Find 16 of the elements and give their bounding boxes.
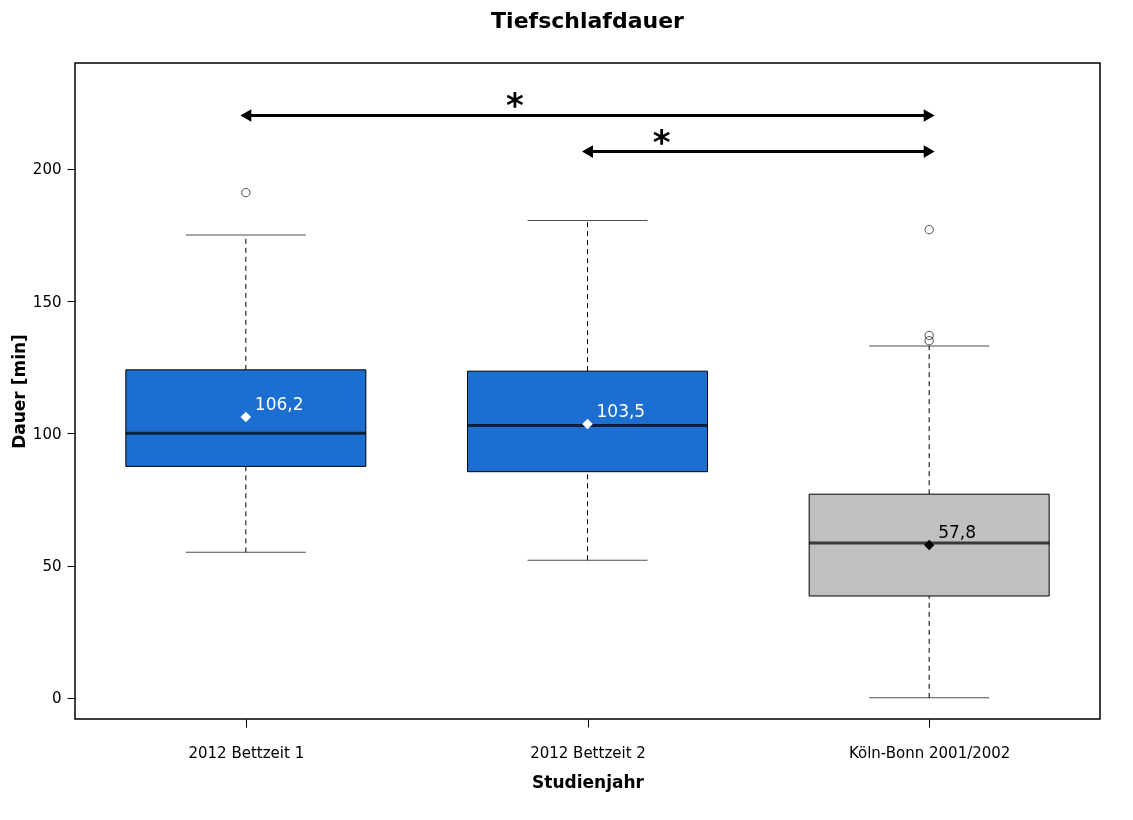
x-tick-label: 2012 Bettzeit 1	[188, 743, 305, 762]
y-tick-label: 100	[32, 424, 62, 443]
annotation: 103,5	[596, 401, 646, 422]
annotation: *	[506, 85, 525, 126]
y-axis-title: Dauer [min]	[8, 334, 29, 449]
x-axis-title: Studienjahr	[532, 771, 645, 792]
x-tick-label: 2012 Bettzeit 2	[530, 743, 646, 762]
y-tick-label: 150	[32, 292, 62, 311]
annotation: 57,8	[938, 521, 977, 542]
y-tick-label: 0	[51, 689, 62, 708]
x-tick-label: Köln-Bonn 2001/2002	[848, 743, 1011, 762]
annotation: *	[652, 121, 671, 162]
y-tick-label: 50	[42, 557, 62, 576]
y-tick-label: 200	[32, 160, 62, 179]
chart-title: Tiefschlafdauer	[491, 8, 685, 33]
annotation: 106,2	[254, 393, 304, 414]
